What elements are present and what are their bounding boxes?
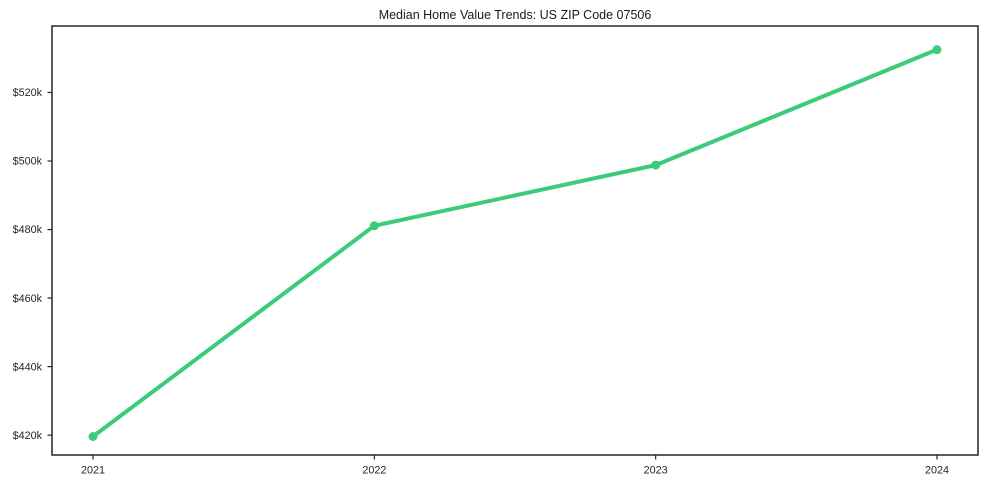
y-axis-tick-label: $460k [13, 293, 43, 305]
data-point-marker [651, 160, 661, 170]
data-point-marker [88, 431, 98, 441]
y-axis-tick-label: $440k [13, 361, 43, 373]
chart-plot-area: $420k $440k $460k $480k $500k $520k 2021 2022 20… [13, 25, 979, 477]
y-axis-tick-label: $420k [13, 430, 43, 442]
x-axis-tick-label: 2024 [925, 465, 949, 477]
trend-line [91, 47, 939, 439]
chart-title: Median Home Value Trends: US ZIP Code 07… [379, 8, 652, 22]
x-axis-tick-label: 2022 [362, 465, 386, 477]
data-point-marker [932, 45, 942, 55]
y-axis-tick-label: $500k [13, 156, 43, 168]
y-axis-tick-label: $480k [13, 224, 43, 236]
y-axis-tick-label: $520k [13, 87, 43, 99]
x-axis-tick-label: 2021 [81, 465, 105, 477]
x-axis-tick-label: 2023 [644, 465, 668, 477]
plot-frame [51, 25, 979, 456]
data-point-marker [369, 221, 379, 231]
